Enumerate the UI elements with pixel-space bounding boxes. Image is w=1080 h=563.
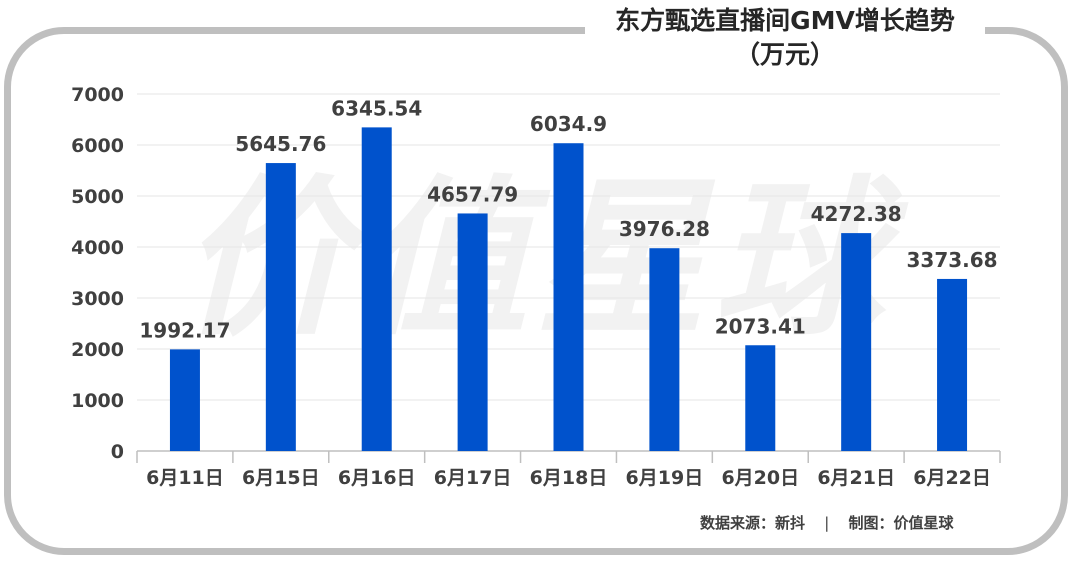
data-label: 4657.79 <box>427 182 518 206</box>
x-tick-label: 6月17日 <box>434 467 512 489</box>
watermark: 价值星球 <box>180 161 893 359</box>
data-label: 4272.38 <box>811 202 902 226</box>
source-text: 数据来源：新抖 <box>700 514 806 532</box>
y-tick-label: 0 <box>111 441 124 463</box>
data-label: 5645.76 <box>235 132 326 156</box>
x-tick-label: 6月22日 <box>913 467 991 489</box>
bar <box>937 278 968 451</box>
data-label: 3976.28 <box>619 217 710 241</box>
data-label: 1992.17 <box>139 318 230 342</box>
y-tick-label: 1000 <box>71 390 124 412</box>
bar <box>169 349 200 451</box>
y-tick-label: 7000 <box>71 84 124 106</box>
y-tick-label: 5000 <box>71 186 124 208</box>
y-tick-label: 4000 <box>71 237 124 259</box>
data-label: 2073.41 <box>715 314 806 338</box>
x-tick-label: 6月20日 <box>721 467 799 489</box>
chart-title-unit: （万元） <box>734 40 835 69</box>
y-tick-label: 6000 <box>71 135 124 157</box>
y-tick-label: 3000 <box>71 288 124 310</box>
x-tick-label: 6月15日 <box>242 467 320 489</box>
chart-title: 东方甄选直播间GMV增长趋势 （万元） <box>585 0 985 72</box>
data-label: 6034.9 <box>530 112 607 136</box>
credit-text: 制图：价值星球 <box>848 514 954 532</box>
chart-frame <box>4 27 1068 555</box>
bar <box>265 163 296 452</box>
footer: 数据来源：新抖 | 制图：价值星球 <box>700 512 954 533</box>
bar <box>649 248 680 451</box>
x-tick-label: 6月16日 <box>338 467 416 489</box>
bar <box>457 213 488 451</box>
bar <box>553 143 584 451</box>
y-tick-label: 2000 <box>71 339 124 361</box>
data-label: 6345.54 <box>331 96 422 120</box>
chart-title-main: 东方甄选直播间GMV增长趋势 <box>615 6 955 35</box>
x-tick-label: 6月11日 <box>146 467 224 489</box>
data-label: 3373.68 <box>907 248 998 272</box>
footer-separator: | <box>824 514 830 532</box>
bar <box>841 233 872 451</box>
x-tick-label: 6月21日 <box>817 467 895 489</box>
x-tick-label: 6月19日 <box>626 467 704 489</box>
bar <box>745 345 776 451</box>
bar <box>361 127 392 452</box>
x-tick-label: 6月18日 <box>530 467 608 489</box>
